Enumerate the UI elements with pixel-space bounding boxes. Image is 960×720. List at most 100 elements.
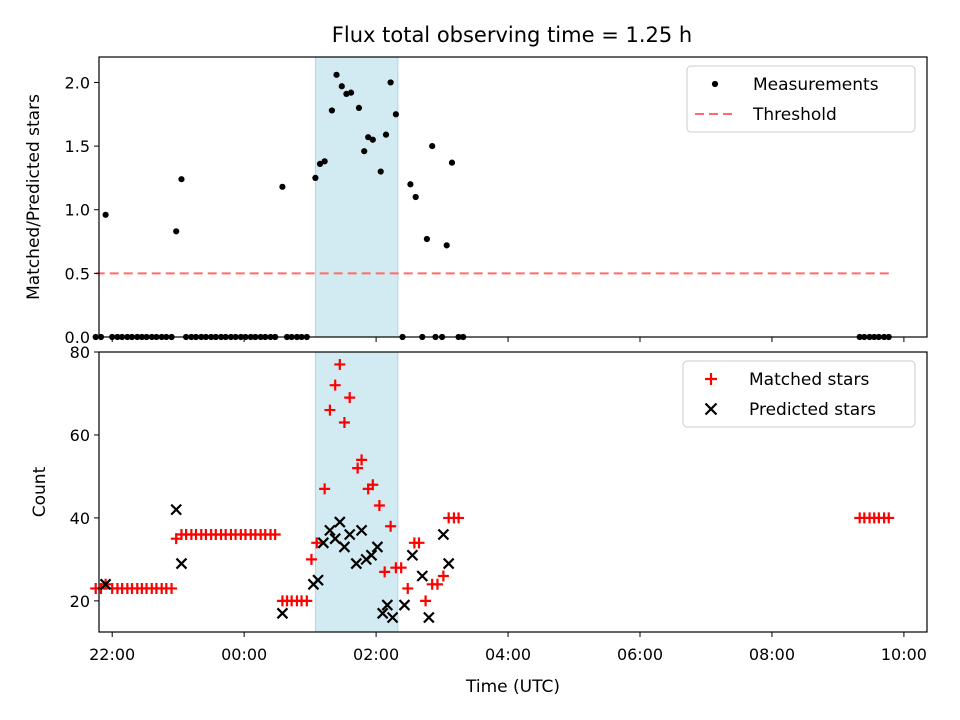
predicted-star-marker xyxy=(398,599,411,611)
ratio-panel-ylabel: Matched/Predicted stars xyxy=(24,94,44,300)
measurement-point xyxy=(178,176,185,183)
predicted-star-marker xyxy=(170,503,182,516)
y-tick-label: 40 xyxy=(70,509,90,528)
measurement-point xyxy=(443,242,450,249)
matched-star-marker xyxy=(324,404,336,416)
x-tick-label: 22:00 xyxy=(89,645,135,664)
matched-star-marker xyxy=(367,479,379,491)
measurement-point xyxy=(321,158,328,165)
count-panel-ylabel: Count xyxy=(30,466,50,517)
predicted-star-marker xyxy=(371,541,384,553)
matched-star-marker xyxy=(453,512,465,524)
measurement-point xyxy=(377,168,384,175)
predicted-star-marker xyxy=(99,578,112,591)
predicted-star-marker xyxy=(343,528,356,541)
legend-label: Predicted stars xyxy=(749,400,876,420)
matched-star-marker xyxy=(431,578,443,590)
matched-star-marker xyxy=(373,499,385,511)
ratio-panel-legend: Measurements Threshold xyxy=(686,65,916,133)
matched-star-marker xyxy=(166,582,178,594)
measurement-point xyxy=(361,148,368,155)
matched-star-marker xyxy=(269,529,281,541)
measurement-point xyxy=(382,131,390,138)
predicted-star-marker xyxy=(355,524,368,537)
legend-marker-matched xyxy=(705,373,717,385)
measurement-point xyxy=(279,183,286,190)
matched-star-marker xyxy=(319,483,331,495)
matched-star-marker xyxy=(883,512,895,524)
measurement-point xyxy=(407,181,414,188)
x-tick-label: 02:00 xyxy=(353,645,399,664)
measurement-point xyxy=(387,79,394,86)
measurement-point xyxy=(328,107,335,114)
predicted-star-marker xyxy=(381,599,394,611)
measurement-point xyxy=(365,134,372,141)
chart-title: Flux total observing time = 1.25 h xyxy=(332,23,692,47)
matched-star-marker xyxy=(344,392,356,404)
matched-star-marker xyxy=(301,595,313,607)
measurement-point xyxy=(412,193,419,201)
count-panel-legend: Matched stars Predicted stars xyxy=(682,360,916,428)
legend-marker-measurements xyxy=(711,80,719,88)
predicted-star-marker xyxy=(329,532,341,545)
predicted-star-marker xyxy=(317,537,330,549)
x-tick-label: 08:00 xyxy=(749,645,795,664)
predicted-star-marker xyxy=(334,516,346,528)
measurement-point xyxy=(369,136,376,143)
x-tick-label: 10:00 xyxy=(881,645,927,664)
matched-star-marker xyxy=(379,566,391,578)
predicted-star-marker xyxy=(416,570,429,582)
measurement-point xyxy=(316,160,324,168)
y-tick-label: 1.5 xyxy=(65,137,90,156)
count-panel-xlabel: Time (UTC) xyxy=(465,677,560,697)
matched-star-marker xyxy=(329,379,341,391)
matched-star-marker xyxy=(437,570,449,582)
legend-marker-predicted xyxy=(704,402,718,416)
matched-star-marker xyxy=(413,537,425,549)
predicted-star-marker xyxy=(437,528,450,541)
observing-window-shade xyxy=(314,56,399,338)
matched-star-marker xyxy=(311,537,323,549)
ratio-panel: 0.00.51.01.52.0 Matched/Predicted stars … xyxy=(24,56,928,347)
y-tick-label: 1.0 xyxy=(65,201,90,220)
y-tick-label: 0.0 xyxy=(65,328,90,347)
predicted-star-marker xyxy=(312,574,324,586)
x-tick-label: 04:00 xyxy=(485,645,531,664)
measurement-point xyxy=(173,228,180,235)
observing-window-shade xyxy=(314,351,399,633)
predicted-star-marker xyxy=(423,611,435,624)
predicted-star-marker xyxy=(350,557,363,570)
predicted-star-marker xyxy=(406,549,419,562)
matched-star-marker xyxy=(420,595,432,607)
measurement-point xyxy=(429,142,436,150)
x-tick-label: 06:00 xyxy=(617,645,663,664)
legend-box xyxy=(682,360,916,428)
predicted-star-marker xyxy=(276,607,289,620)
predicted-star-marker xyxy=(442,557,455,570)
predicted-star-marker xyxy=(338,541,351,553)
y-tick-label: 80 xyxy=(70,343,90,362)
measurement-point xyxy=(338,83,345,90)
matched-star-marker xyxy=(385,520,397,532)
measurement-point xyxy=(355,104,363,112)
y-tick-label: 20 xyxy=(70,592,90,611)
predicted-star-marker xyxy=(365,549,378,562)
matched-star-marker xyxy=(395,562,407,574)
measurement-point xyxy=(333,71,340,78)
legend-label: Threshold xyxy=(752,105,837,125)
predicted-star-marker xyxy=(324,524,336,537)
measurement-point xyxy=(423,235,431,243)
predicted-star-marker xyxy=(175,557,188,570)
measurement-point xyxy=(448,159,456,166)
legend-box xyxy=(686,65,916,133)
measurement-point xyxy=(347,89,355,96)
matched-star-marker xyxy=(338,417,350,429)
matched-star-marker xyxy=(352,462,364,474)
y-tick-label: 60 xyxy=(70,426,90,445)
count-panel: 20 40 60 80 22:00 00:00 02:00 04:00 06:00 08:00 1… xyxy=(30,343,928,697)
measurement-point xyxy=(102,211,109,218)
ratio-panel-frame xyxy=(98,56,928,338)
x-tick-label: 00:00 xyxy=(221,645,267,664)
matched-star-marker xyxy=(305,553,317,565)
